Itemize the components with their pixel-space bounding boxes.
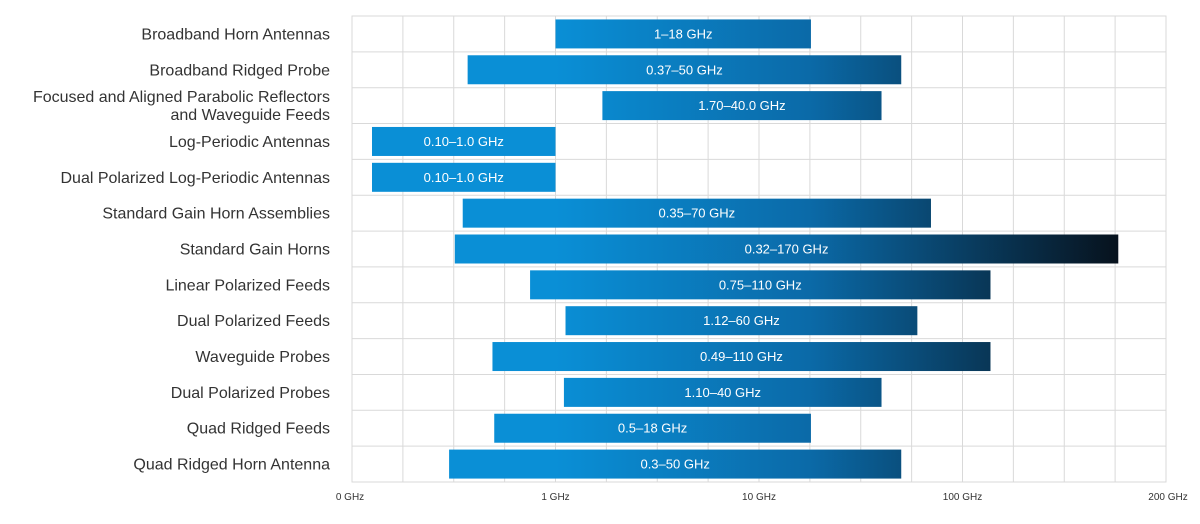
row-label: Quad Ridged Feeds (187, 421, 330, 438)
row-labels: Broadband Horn Antennas Broadband Ridged … (33, 26, 330, 473)
bar (372, 162, 556, 192)
bar-data-label: 0.32–170 GHz (745, 242, 829, 257)
bar (372, 126, 556, 156)
bar (454, 234, 1119, 264)
bar-data-label: 0.5–18 GHz (618, 421, 687, 436)
x-tick-label: 1 GHz (541, 492, 569, 503)
bar (492, 342, 991, 372)
bar (494, 413, 811, 443)
bar-data-label: 0.3–50 GHz (640, 457, 709, 472)
row-label: Broadband Horn Antennas (141, 26, 330, 43)
row-label: Dual Polarized Probes (171, 385, 330, 402)
row-label: Log-Periodic Antennas (169, 134, 330, 151)
x-tick-label: 100 GHz (943, 492, 982, 503)
row-label: Waveguide Probes (195, 349, 330, 366)
bar-data-label: 1.70–40.0 GHz (698, 98, 785, 113)
x-axis-tick-labels: 0 GHz 1 GHz 10 GHz 100 GHz 200 GHz (336, 492, 1188, 503)
bar (467, 55, 902, 85)
bar (449, 449, 902, 479)
x-tick-label: 0 GHz (336, 492, 364, 503)
row-label: Focused and Aligned Parabolic Reflectors… (33, 89, 330, 124)
row-label: Standard Gain Horn Assemblies (102, 206, 330, 223)
bar-data-label: 1.12–60 GHz (703, 313, 780, 328)
bar-data-label: 1.10–40 GHz (684, 385, 761, 400)
bar (555, 19, 811, 49)
bar (565, 306, 918, 336)
bar-data-label: 0.75–110 GHz (719, 277, 802, 292)
row-label: Standard Gain Horns (180, 242, 330, 259)
bar-data-label: 0.10–1.0 GHz (424, 134, 504, 149)
bar-data-label: 1–18 GHz (654, 26, 713, 41)
x-tick-label: 10 GHz (742, 492, 776, 503)
bar-data-label: 0.37–50 GHz (646, 62, 723, 77)
row-label: Quad Ridged Horn Antenna (133, 457, 330, 474)
row-label: Dual Polarized Log-Periodic Antennas (61, 170, 331, 187)
row-label: Dual Polarized Feeds (177, 313, 330, 330)
bar-data-label: 0.35–70 GHz (659, 206, 736, 221)
bar (530, 270, 991, 300)
bar-data-label: 0.10–1.0 GHz (424, 170, 504, 185)
bar (602, 91, 882, 121)
row-label: Broadband Ridged Probe (149, 62, 330, 79)
bar-data-label: 0.49–110 GHz (700, 349, 783, 364)
row-label: Linear Polarized Feeds (165, 277, 330, 294)
bars: 1–18 GHz 0.37–50 GHz 1.70–40.0 GHz 0.10–1.0… (372, 19, 1119, 479)
bar (563, 377, 882, 407)
x-tick-label: 200 GHz (1148, 492, 1187, 503)
bar (462, 198, 931, 228)
